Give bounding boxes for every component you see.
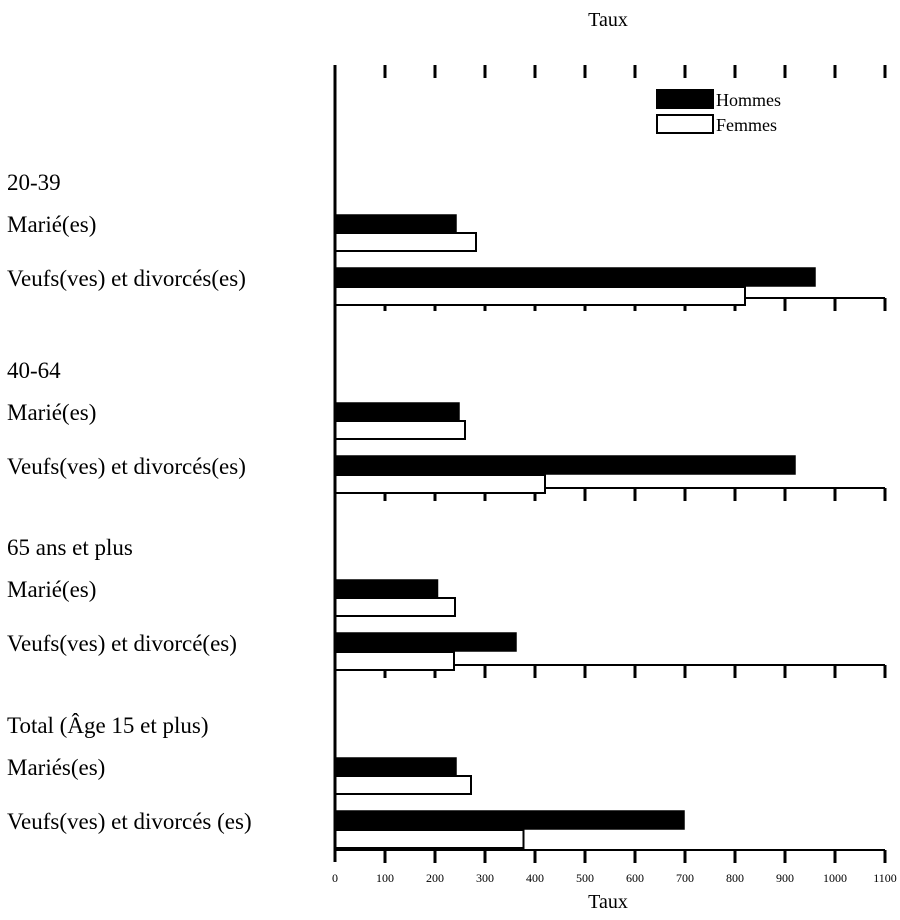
category-label-1-0: Marié(es): [7, 400, 96, 425]
bar-femmes-1-1: [334, 474, 546, 494]
category-label-1-1: Veufs(ves) et divorcés(es): [7, 454, 246, 479]
category-label-2-0: Marié(es): [7, 577, 96, 602]
bar-femmes-0-1: [334, 286, 746, 306]
tick-label-700: 700: [676, 871, 694, 885]
bar-hommes-2-1: [334, 632, 517, 652]
legend-label-hommes: Hommes: [716, 90, 781, 110]
category-label-0-1: Veufs(ves) et divorcés(es): [7, 266, 246, 291]
category-label-3-0: Mariés(es): [7, 755, 105, 780]
bars: [334, 214, 816, 849]
tick-label-1100: 1100: [873, 871, 897, 885]
bar-hommes-3-1: [334, 810, 685, 830]
bar-femmes-2-0: [334, 597, 456, 617]
legend: Hommes Femmes: [656, 89, 781, 135]
group-label-0: 20-39: [7, 170, 61, 195]
bar-femmes-2-1: [334, 651, 455, 671]
group-label-3: Total (Âge 15 et plus): [7, 713, 209, 738]
bar-hommes-0-0: [334, 214, 457, 234]
bar-hommes-2-0: [334, 579, 439, 599]
legend-swatch-femmes: [656, 114, 714, 134]
bar-femmes-3-0: [334, 775, 472, 795]
tick-label-300: 300: [476, 871, 494, 885]
bar-femmes-3-1: [334, 829, 525, 849]
tick-label-1000: 1000: [823, 871, 847, 885]
tick-label-500: 500: [576, 871, 594, 885]
top-axis-title: Taux: [588, 9, 628, 31]
bottom-axis-title: Taux: [588, 891, 628, 913]
bar-hommes-1-1: [334, 455, 796, 475]
bar-hommes-3-0: [334, 757, 457, 777]
legend-label-femmes: Femmes: [716, 115, 777, 135]
tick-label-800: 800: [726, 871, 744, 885]
tick-label-600: 600: [626, 871, 644, 885]
tick-label-400: 400: [526, 871, 544, 885]
group-label-1: 40-64: [7, 358, 61, 383]
tick-label-100: 100: [376, 871, 394, 885]
category-label-2-1: Veufs(ves) et divorcé(es): [7, 631, 237, 656]
bar-femmes-0-0: [334, 232, 477, 252]
category-labels: 20-39 Marié(es) Veufs(ves) et divorcés(es)…: [7, 170, 252, 834]
tick-labels: 0 100 200 300 400 500 600 700 800 900 1000 1100: [332, 871, 897, 885]
group-label-2: 65 ans et plus: [7, 535, 133, 560]
category-label-0-0: Marié(es): [7, 212, 96, 237]
category-label-3-1: Veufs(ves) et divorcés (es): [7, 809, 252, 834]
tick-label-0: 0: [332, 871, 338, 885]
bar-hommes-0-1: [334, 267, 816, 287]
bar-hommes-1-0: [334, 402, 460, 422]
tick-label-200: 200: [426, 871, 444, 885]
bar-femmes-1-0: [334, 420, 466, 440]
legend-swatch-hommes: [656, 89, 714, 109]
tick-label-900: 900: [776, 871, 794, 885]
